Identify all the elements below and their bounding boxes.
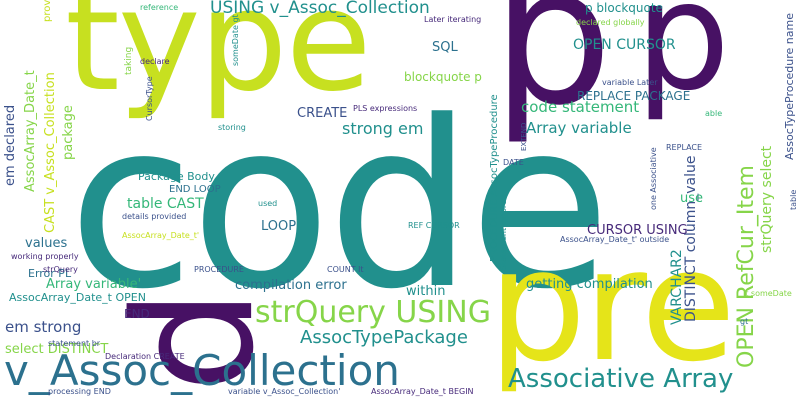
word-package-body: Package Body [138, 170, 215, 183]
word-distinct-column-value: DISTINCT column_value [683, 155, 699, 322]
word-em-strong: em strong [5, 318, 82, 336]
word-statement-br: statement br [48, 339, 101, 348]
word-strquery: strQuery [43, 265, 78, 274]
word-lt-somedate: lt someDate [743, 289, 792, 298]
word-pls-expressions: PLS expressions [353, 104, 418, 113]
word-create: CREATE [297, 106, 348, 121]
word-count-lt: COUNT lt [327, 265, 364, 274]
word-cursortype: CursorType [145, 76, 154, 121]
word-p: p [635, 0, 731, 124]
word-cursor-using: CURSOR USING [587, 223, 688, 238]
word-em-declared: em declared [3, 104, 18, 186]
word-variable-v-assoc-collection-quoted: variable v_Assoc_Collection' [228, 387, 341, 396]
word-ref-cursor: REF CURSOR [408, 221, 460, 230]
word-loop: LOOP [261, 219, 297, 234]
word-date: DATE [503, 158, 524, 167]
word-assoctypepackage: AssocTypePackage [300, 327, 468, 348]
word-array-variable-quoted: Array variable' [46, 277, 142, 292]
word-type: type [65, 0, 372, 123]
word-p-blockquote: p blockquote [585, 1, 663, 15]
word-replace: REPLACE [666, 143, 703, 152]
word-variable-later: variable Later [602, 78, 658, 87]
word-end-loop: END LOOP [169, 184, 221, 195]
word-reference: reference [140, 3, 179, 12]
word-using-v-assoc-collection: USING v_Assoc_Collection [210, 0, 430, 18]
word-storing: storing [218, 123, 246, 132]
word-code-statement: code statement [521, 98, 640, 116]
word-use: use [680, 191, 704, 206]
word-select-distinct: select DISTINCT [5, 342, 109, 357]
word-strquery-using: strQuery USING [255, 295, 491, 330]
word-strong-em: strong em [342, 119, 424, 138]
word-declare: declare [140, 57, 170, 66]
word-getting-compilation: getting compilation [526, 277, 653, 292]
word-blockquote-p: blockquote p [404, 70, 482, 84]
word-array-variable: Array variable [526, 119, 632, 137]
word-details-provided: details provided [122, 212, 187, 221]
word-statement-ignored: Statement ignored [499, 194, 508, 270]
word-strquery-select: strQuery select [759, 145, 775, 253]
word-assocarray-date-t-quoted: AssocArray_Date_t' [122, 231, 200, 240]
word-assoctypeprocedure-name: AssocTypeProcedure name [783, 13, 796, 160]
word-one-associative: one Associative [649, 147, 658, 210]
word-procedure: PROCEDURE [194, 265, 244, 274]
word-table-cast: table CAST [127, 196, 204, 212]
word-sql: SQL [432, 40, 458, 55]
word-able: able [705, 109, 723, 118]
word-assocarray-date-t-open: AssocArray_Date_t OPEN [9, 291, 146, 304]
word-error-pl: Error PL [28, 267, 72, 280]
word-assocarray-date-t: AssocArray_Date_t [23, 70, 38, 192]
word-used: used [258, 199, 278, 208]
word-declaration-create: Declaration CREATE [105, 352, 185, 361]
word-code: code [68, 73, 611, 340]
word-p: p [492, 0, 613, 147]
word-associative-array: Associative Array [508, 364, 734, 394]
word-somedate-gt: someDate gt [231, 14, 240, 66]
word-declared-globally: declared globally [576, 18, 645, 27]
word-end: END [124, 307, 150, 321]
word-values: values [25, 236, 68, 251]
word-compilation-error: compilation error [235, 278, 347, 293]
word-v-assoc-collection: v_Assoc_Collection [4, 346, 400, 395]
word-open-refcur-item: OPEN RefCur_Item [734, 165, 759, 368]
word-replace-package: REPLACE PACKAGE [577, 89, 691, 103]
word-pre: pre [488, 215, 736, 396]
word-within: within [406, 284, 446, 299]
word-later-iterating: Later iterating [424, 15, 482, 24]
word-cast-v-assoc-collection: CAST v_Assoc_Collection [43, 72, 58, 233]
word-working-properly: working properly [11, 252, 79, 261]
word-package: package [61, 105, 76, 160]
word-open-cursor: OPEN CURSOR [573, 37, 676, 53]
word-provided: provided [42, 0, 53, 22]
word-processing-end: processing END [48, 387, 111, 396]
word-assocarray-date-t-begin: AssocArray_Date_t BEGIN [371, 387, 474, 396]
word-gt: gt [740, 317, 749, 326]
word-extend: EXTEND [520, 122, 528, 151]
word-assocarray-date-t-outside: AssocArray_Date_t' outside [560, 235, 670, 244]
word-taking: taking [124, 46, 134, 75]
word-table: table [789, 189, 798, 210]
word-varchar2: VARCHAR2 [669, 249, 685, 325]
